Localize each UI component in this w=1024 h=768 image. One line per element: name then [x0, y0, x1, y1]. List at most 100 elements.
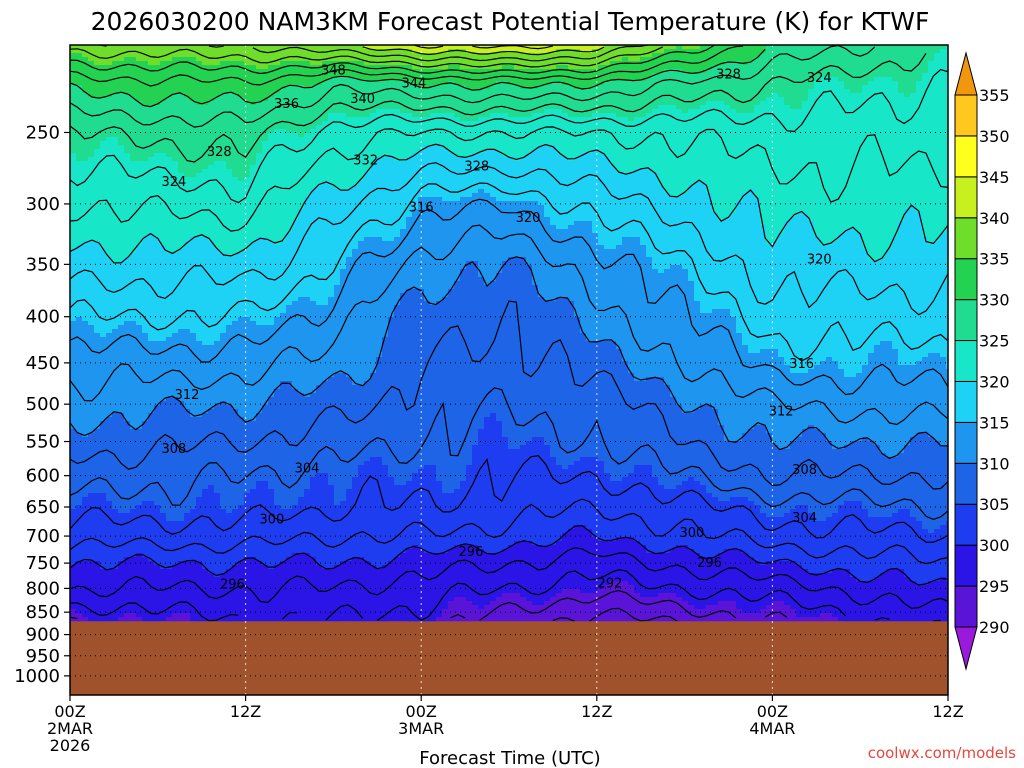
contour-fill-cell [436, 93, 443, 98]
contour-fill-cell [652, 45, 659, 50]
contour-fill-cell [532, 173, 539, 178]
contour-fill-cell [526, 137, 533, 142]
contour-fill-cell [394, 141, 401, 146]
contour-fill-cell [88, 85, 95, 90]
contour-fill-cell [430, 145, 437, 150]
contour-fill-cell [94, 121, 101, 126]
contour-fill-cell [376, 85, 383, 90]
contour-fill-cell [208, 69, 215, 74]
contour-fill-cell [766, 165, 773, 170]
contour-fill-cell [328, 169, 335, 174]
contour-fill-cell [844, 105, 851, 110]
contour-fill-cell [874, 101, 881, 106]
contour-fill-cell [328, 173, 335, 178]
contour-fill-cell [220, 137, 227, 142]
contour-fill-cell [448, 133, 455, 138]
contour-fill-cell [382, 89, 389, 94]
contour-fill-cell [784, 165, 791, 170]
contour-fill-cell [496, 85, 503, 90]
contour-fill-cell [868, 165, 875, 170]
contour-fill-cell [874, 45, 881, 50]
contour-fill-cell [106, 149, 113, 154]
contour-fill-cell [544, 117, 551, 122]
contour-fill-cell [796, 133, 803, 138]
contour-fill-cell [490, 49, 497, 54]
contour-fill-cell [538, 73, 545, 78]
contour-fill-cell [916, 173, 923, 178]
contour-fill-cell [178, 93, 185, 98]
contour-fill-cell [310, 69, 317, 74]
contour-fill-cell [892, 69, 899, 74]
contour-fill-cell [214, 73, 221, 78]
contour-fill-cell [262, 65, 269, 70]
contour-fill-cell [370, 57, 377, 62]
contour-fill-cell [436, 161, 443, 166]
contour-fill-cell [820, 149, 827, 154]
contour-fill-cell [586, 45, 593, 50]
contour-fill-cell [88, 129, 95, 134]
contour-fill-cell [466, 85, 473, 90]
contour-fill-cell [124, 53, 131, 58]
contour-fill-cell [748, 141, 755, 146]
contour-fill-cell [928, 169, 935, 174]
contour-fill-cell [688, 153, 695, 158]
contour-fill-cell [220, 149, 227, 154]
contour-fill-cell [868, 89, 875, 94]
contour-fill-cell [826, 73, 833, 78]
contour-fill-cell [178, 101, 185, 106]
contour-fill-cell [904, 137, 911, 142]
contour-fill-cell [130, 97, 137, 102]
contour-fill-cell [646, 61, 653, 66]
contour-fill-cell [346, 81, 353, 86]
contour-fill-cell [310, 77, 317, 82]
contour-fill-cell [904, 121, 911, 126]
contour-fill-cell [208, 161, 215, 166]
contour-fill-cell [616, 49, 623, 54]
contour-fill-cell [616, 93, 623, 98]
contour-fill-cell [712, 101, 719, 106]
contour-fill-cell [850, 105, 857, 110]
contour-fill-cell [490, 137, 497, 142]
contour-fill-cell [724, 137, 731, 142]
contour-fill-cell [472, 101, 479, 106]
contour-fill-cell [412, 61, 419, 66]
contour-fill-cell [466, 173, 473, 178]
contour-fill-cell [106, 81, 113, 86]
contour-fill-cell [526, 169, 533, 174]
contour-fill-cell [508, 137, 515, 142]
contour-fill-cell [490, 169, 497, 174]
contour-fill-cell [754, 113, 761, 118]
contour-fill-cell [802, 65, 809, 70]
contour-fill-cell [232, 45, 239, 50]
contour-fill-cell [448, 149, 455, 154]
contour-fill-cell [292, 177, 299, 182]
contour-fill-cell [256, 93, 263, 98]
contour-fill-cell [118, 85, 125, 90]
contour-fill-cell [436, 97, 443, 102]
contour-fill-cell [136, 53, 143, 58]
contour-fill-cell [118, 129, 125, 134]
contour-fill-cell [544, 105, 551, 110]
contour-fill-cell [406, 101, 413, 106]
contour-fill-cell [328, 53, 335, 58]
contour-fill-cell [778, 129, 785, 134]
contour-fill-cell [376, 161, 383, 166]
contour-fill-cell [922, 153, 929, 158]
contour-fill-cell [604, 133, 611, 138]
contour-fill-cell [124, 77, 131, 82]
contour-fill-cell [298, 145, 305, 150]
contour-fill-cell [466, 145, 473, 150]
contour-fill-cell [100, 65, 107, 70]
contour-fill-cell [880, 57, 887, 62]
contour-fill-cell [604, 97, 611, 102]
contour-fill-cell [568, 53, 575, 58]
contour-fill-cell [178, 129, 185, 134]
contour-fill-cell [496, 73, 503, 78]
contour-fill-cell [334, 49, 341, 54]
contour-fill-cell [550, 81, 557, 86]
contour-fill-cell [826, 97, 833, 102]
contour-fill-cell [280, 133, 287, 138]
contour-fill-cell [538, 161, 545, 166]
contour-fill-cell [82, 113, 89, 118]
contour-fill-cell [214, 149, 221, 154]
